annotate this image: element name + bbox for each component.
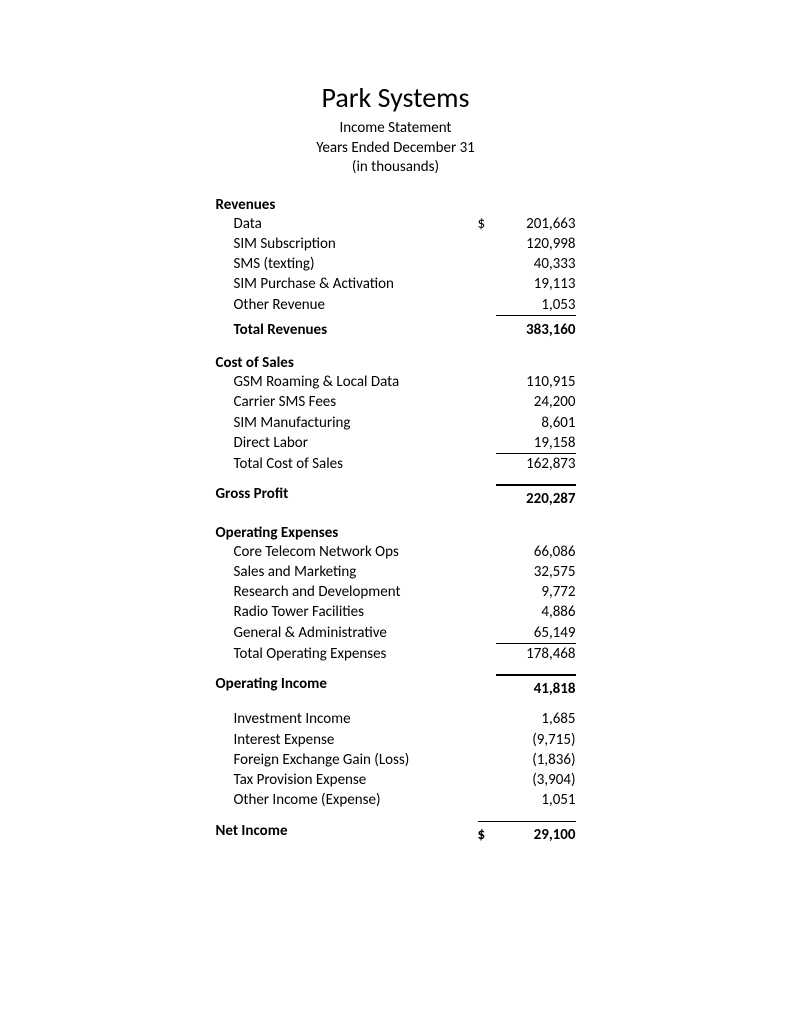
line-label: Tax Provision Expense — [216, 770, 478, 790]
line-label: Other Income (Expense) — [216, 790, 478, 810]
line-label: SMS (texting) — [216, 254, 478, 274]
table-row: SIM Subscription 120,998 — [216, 234, 576, 254]
line-label: Carrier SMS Fees — [216, 392, 478, 412]
line-label: Sales and Marketing — [216, 562, 478, 582]
table-row: Investment Income 1,685 — [216, 709, 576, 729]
line-label: General & Administrative — [216, 623, 478, 644]
operating-income-label: Operating Income — [216, 674, 478, 699]
line-label: Core Telecom Network Ops — [216, 542, 478, 562]
line-label: Interest Expense — [216, 730, 478, 750]
table-row: Research and Development 9,772 — [216, 582, 576, 602]
line-value: 110,915 — [496, 372, 576, 392]
net-income-row: Net Income $ 29,100 — [216, 821, 576, 845]
table-row: SIM Purchase & Activation 19,113 — [216, 274, 576, 294]
total-value: 162,873 — [496, 454, 576, 474]
table-row: General & Administrative 65,149 — [216, 623, 576, 644]
total-label: Total Operating Expenses — [216, 644, 478, 664]
company-title: Park Systems — [216, 80, 576, 115]
line-value: (1,836) — [496, 750, 576, 770]
income-statement: Park Systems Income Statement Years Ende… — [216, 80, 576, 845]
line-label: Investment Income — [216, 709, 478, 729]
table-row: Sales and Marketing 32,575 — [216, 562, 576, 582]
total-value: 178,468 — [496, 644, 576, 664]
table-row: Total Cost of Sales 162,873 — [216, 454, 576, 474]
table-row: Foreign Exchange Gain (Loss) (1,836) — [216, 750, 576, 770]
table-row: Other Revenue 1,053 — [216, 295, 576, 316]
currency-symbol: $ — [478, 821, 496, 845]
line-label: Research and Development — [216, 582, 478, 602]
operating-income-value: 41,818 — [496, 674, 576, 699]
table-row: Direct Labor 19,158 — [216, 433, 576, 454]
line-label: SIM Manufacturing — [216, 413, 478, 433]
gross-profit-row: Gross Profit 220,287 — [216, 484, 576, 509]
line-label: SIM Subscription — [216, 234, 478, 254]
table-row: Tax Provision Expense (3,904) — [216, 770, 576, 790]
period: Years Ended December 31 — [216, 139, 576, 159]
line-value: 19,158 — [496, 433, 576, 454]
total-label: Total Cost of Sales — [216, 454, 478, 474]
table-row: Carrier SMS Fees 24,200 — [216, 392, 576, 412]
total-row: Total Revenues 383,160 — [216, 320, 576, 340]
line-value: 120,998 — [496, 234, 576, 254]
line-label: Data — [216, 214, 478, 234]
line-value: 32,575 — [496, 562, 576, 582]
line-label: GSM Roaming & Local Data — [216, 372, 478, 392]
line-value: 66,086 — [496, 542, 576, 562]
line-value: 24,200 — [496, 392, 576, 412]
gross-profit-label: Gross Profit — [216, 484, 478, 509]
total-value: 383,160 — [496, 320, 576, 340]
line-value: (3,904) — [496, 770, 576, 790]
table-row: SMS (texting) 40,333 — [216, 254, 576, 274]
cos-header: Cost of Sales — [216, 354, 576, 372]
table-row: Other Income (Expense) 1,051 — [216, 790, 576, 810]
net-income-label: Net Income — [216, 821, 478, 845]
opex-header: Operating Expenses — [216, 524, 576, 542]
table-row: Total Operating Expenses 178,468 — [216, 644, 576, 664]
line-value: 8,601 — [496, 413, 576, 433]
line-value: 4,886 — [496, 602, 576, 622]
currency-symbol: $ — [478, 214, 496, 234]
subtitle-block: Income Statement Years Ended December 31… — [216, 119, 576, 178]
line-value: 65,149 — [496, 623, 576, 644]
table-row: Core Telecom Network Ops 66,086 — [216, 542, 576, 562]
revenues-header: Revenues — [216, 196, 576, 214]
line-value: 1,051 — [496, 790, 576, 810]
table-row: SIM Manufacturing 8,601 — [216, 413, 576, 433]
line-value: 1,685 — [496, 709, 576, 729]
table-row: Interest Expense (9,715) — [216, 730, 576, 750]
total-label: Total Revenues — [216, 320, 478, 340]
line-value: 9,772 — [496, 582, 576, 602]
line-label: Foreign Exchange Gain (Loss) — [216, 750, 478, 770]
table-row: Data $ 201,663 — [216, 214, 576, 234]
line-value: 1,053 — [496, 295, 576, 316]
units: (in thousands) — [216, 158, 576, 178]
table-row: GSM Roaming & Local Data 110,915 — [216, 372, 576, 392]
line-value: 201,663 — [496, 214, 576, 234]
line-label: Direct Labor — [216, 433, 478, 454]
statement-type: Income Statement — [216, 119, 576, 139]
line-label: Radio Tower Facilities — [216, 602, 478, 622]
net-income-value: 29,100 — [496, 821, 576, 845]
line-label: Other Revenue — [216, 295, 478, 316]
table-row: Radio Tower Facilities 4,886 — [216, 602, 576, 622]
line-value: (9,715) — [496, 730, 576, 750]
gross-profit-value: 220,287 — [496, 484, 576, 509]
operating-income-row: Operating Income 41,818 — [216, 674, 576, 699]
line-value: 19,113 — [496, 274, 576, 294]
line-value: 40,333 — [496, 254, 576, 274]
line-label: SIM Purchase & Activation — [216, 274, 478, 294]
